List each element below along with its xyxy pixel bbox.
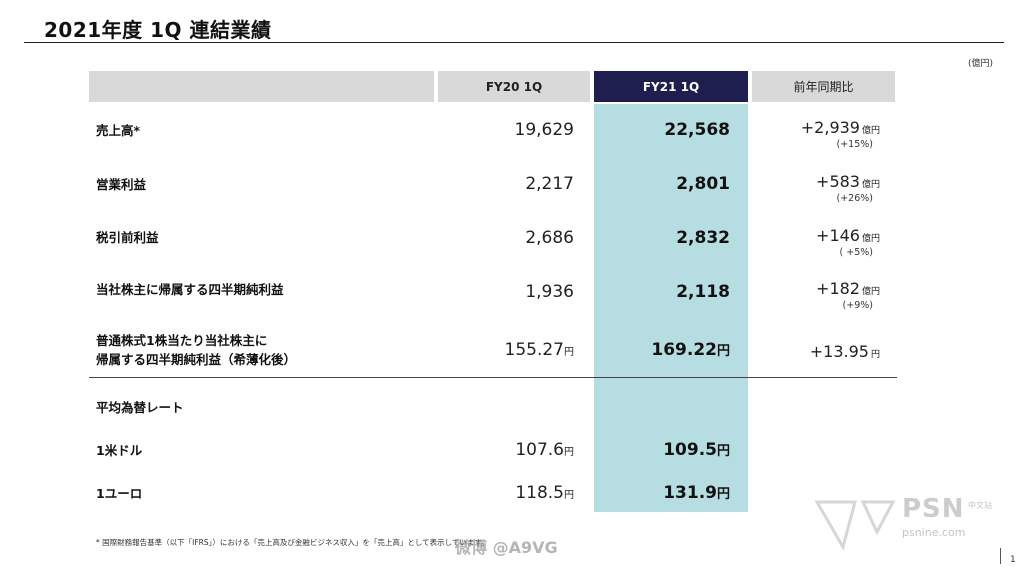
psn-watermark-text: PSN: [902, 494, 965, 524]
row-label-eps-line2: 帰属する四半期純利益（希薄化後）: [96, 352, 297, 367]
fy20-value-net-income: 1,936: [525, 282, 574, 302]
yoy-value: +2,939: [800, 118, 860, 137]
fx-eur-fy20-yen: 円: [564, 490, 574, 501]
pct-net-income: (+9%): [842, 300, 873, 311]
row-label-eps-line1: 普通株式1株当たり当社株主に: [96, 333, 268, 348]
fx-usd-fy21-number: 109.5: [663, 440, 717, 460]
yoy-eps: +13.95 円: [770, 342, 880, 361]
fy21-value-operating-income: 2,801: [676, 174, 730, 194]
pct-operating-income: (+26%): [836, 193, 874, 204]
footnote: * 国際財務報告基準（以下「IFRS」）における「売上高及び金融ビジネス収入」を…: [96, 538, 489, 547]
eps-fy20-number: 155.27: [504, 340, 564, 360]
fx-eur-fy20: 118.5円: [515, 483, 574, 503]
fx-usd-fy20-number: 107.6: [515, 440, 564, 460]
psn-watermark-sub: 中文站: [968, 501, 992, 510]
fy20-value-pretax-income: 2,686: [525, 228, 574, 248]
fx-eur-fy21-number: 131.9: [663, 483, 717, 503]
yoy-value: +182: [816, 279, 860, 298]
fx-eur-fy21: 131.9円: [663, 483, 730, 503]
fx-eur-fy21-yen: 円: [716, 487, 730, 502]
title-underline: [24, 42, 1004, 43]
row-label-revenue: 売上高*: [96, 123, 141, 138]
fx-usd-fy20-yen: 円: [564, 447, 574, 458]
row-label-net-income: 当社株主に帰属する四半期純利益: [96, 282, 284, 297]
yoy-unit: 億円: [861, 126, 880, 136]
section-divider: [89, 377, 897, 378]
yoy-unit: 円: [870, 350, 880, 360]
yoy-net-income: +182 億円: [770, 279, 880, 298]
header-yoy: 前年同期比: [752, 71, 895, 102]
fx-usd-label: 1米ドル: [96, 443, 143, 458]
pct-pretax-income: ( +5%): [839, 247, 873, 258]
fx-usd-fy20: 107.6円: [515, 440, 574, 460]
fy21-value-pretax-income: 2,832: [676, 228, 730, 248]
unit-label: (億円): [968, 59, 994, 69]
psn-watermark-url: psnine.com: [902, 526, 966, 539]
eps-fy21-number: 169.22: [651, 340, 717, 360]
fy21-value-net-income: 2,118: [676, 282, 730, 302]
page-title: 2021年度 1Q 連結業績: [44, 18, 272, 42]
header-fy20: FY20 1Q: [438, 71, 590, 102]
yoy-unit: 億円: [861, 287, 880, 297]
yoy-unit: 億円: [861, 180, 880, 190]
pct-revenue: (+15%): [836, 139, 874, 150]
fx-usd-fy21-yen: 円: [716, 444, 730, 459]
eps-fy20-yen: 円: [564, 347, 574, 358]
eps-fy21-yen: 円: [716, 344, 730, 359]
yoy-unit: 億円: [861, 234, 880, 244]
fx-eur-fy20-number: 118.5: [515, 483, 564, 503]
psn-logo-watermark: [815, 500, 896, 551]
yoy-value: +146: [816, 226, 860, 245]
fy21-value-eps: 169.22円: [651, 340, 730, 360]
fy20-value-revenue: 19,629: [514, 120, 574, 140]
fx-heading: 平均為替レート: [96, 400, 184, 415]
yoy-revenue: +2,939 億円: [770, 118, 880, 137]
fy21-value-revenue: 22,568: [664, 120, 730, 140]
yoy-value: +583: [816, 172, 860, 191]
yoy-operating-income: +583 億円: [770, 172, 880, 191]
row-label-pretax-income: 税引前利益: [96, 230, 159, 245]
fx-usd-fy21: 109.5円: [663, 440, 730, 460]
header-fy21: FY21 1Q: [594, 71, 748, 102]
page-number-divider: [1000, 548, 1001, 564]
row-label-operating-income: 営業利益: [96, 177, 147, 192]
fx-eur-label: 1ユーロ: [96, 486, 143, 501]
header-blank-cell: [89, 71, 434, 102]
fy21-highlight-column: [594, 104, 748, 512]
fy20-value-operating-income: 2,217: [525, 174, 574, 194]
fy20-value-eps: 155.27円: [505, 340, 574, 360]
yoy-value: +13.95: [809, 342, 869, 361]
page-number: 1: [1010, 555, 1016, 565]
yoy-pretax-income: +146 億円: [770, 226, 880, 245]
weibo-watermark: 微博 @A9VG: [455, 538, 558, 557]
